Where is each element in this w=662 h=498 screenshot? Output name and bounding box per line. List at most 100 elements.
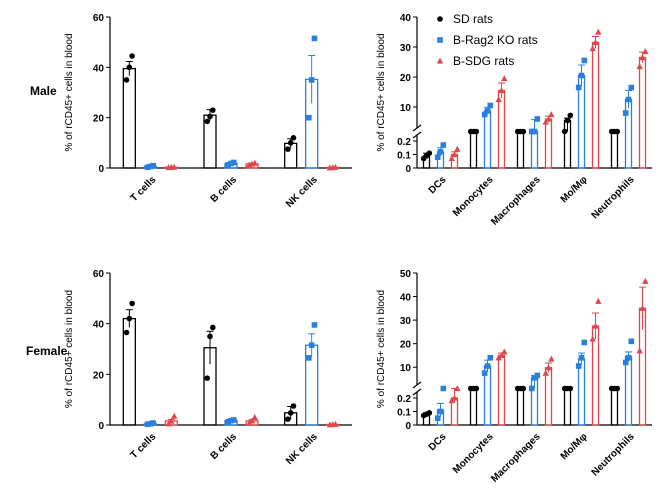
bar-sd-rats-mo-m — [563, 387, 572, 426]
y-tick-0-1: 0.1 — [397, 408, 411, 419]
x-tick-dcs: DCs — [427, 174, 449, 196]
y-tick-50: 50 — [400, 269, 412, 280]
point-b-rag2-ko-rats-neutrophils-1 — [622, 110, 629, 116]
point-sd-rats-b-cells-2 — [207, 333, 213, 340]
point-b-sdg-rats-neutrophils-2 — [639, 304, 646, 311]
y-tick-0-1: 0.1 — [397, 151, 411, 162]
point-b-sdg-rats-macrophages-3 — [548, 111, 555, 118]
point-sd-rats-monocytes-3 — [473, 128, 480, 135]
y-tick-0: 0 — [405, 164, 411, 175]
x-tick-nk-cells: NK cells — [284, 431, 320, 467]
point-sd-rats-mo-m-3 — [567, 112, 574, 119]
bar-b-sdg-rats-mo-m — [591, 41, 600, 169]
point-b-sdg-rats-dcs-3 — [454, 145, 461, 152]
point-sd-rats-dcs-3 — [426, 150, 433, 156]
legend-label-b-sdg-rats: B-SDG rats — [453, 54, 514, 68]
point-sd-rats-macrophages-3 — [520, 128, 527, 135]
legend: SD rats B-Rag2 KO rats B-SDG rats — [436, 12, 538, 68]
point-sd-rats-b-cells-1 — [204, 375, 210, 381]
point-b-rag2-ko-rats-t-cells-3 — [150, 420, 156, 426]
point-sd-rats-dcs-3 — [426, 410, 433, 416]
point-sd-rats-mo-m-2 — [564, 117, 571, 124]
x-tick-macrophages: Macrophages — [489, 174, 543, 228]
point-b-sdg-rats-monocytes-1 — [495, 96, 502, 103]
point-b-rag2-ko-rats-dcs-3 — [440, 385, 447, 392]
row-label-male: Male — [30, 84, 57, 98]
point-sd-rats-nk-cells-3 — [290, 403, 297, 409]
point-sd-rats-mo-m-3 — [567, 385, 574, 392]
point-b-sdg-rats-b-cells-2 — [248, 417, 256, 424]
point-b-rag2-ko-rats-nk-cells-2 — [308, 77, 315, 83]
point-b-sdg-rats-dcs-2 — [451, 394, 458, 401]
point-sd-rats-t-cells-3 — [129, 53, 135, 59]
point-b-sdg-rats-b-cells-3 — [251, 414, 258, 420]
bar-b-rag2-ko-rats-mo-m — [577, 358, 586, 426]
point-b-sdg-rats-neutrophils-1 — [636, 347, 643, 354]
y-tick-30: 30 — [400, 43, 412, 54]
point-b-sdg-rats-macrophages-3 — [548, 355, 555, 362]
point-b-rag2-ko-rats-dcs-1 — [434, 415, 441, 422]
point-b-rag2-ko-rats-macrophages-3 — [534, 116, 541, 122]
point-sd-rats-t-cells-2 — [126, 315, 133, 322]
x-tick-t-cells: T cells — [129, 431, 159, 461]
x-tick-mo-m: Mo/Mφ — [559, 174, 590, 205]
point-b-rag2-ko-rats-monocytes-1 — [481, 370, 488, 376]
point-b-sdg-rats-mo-m-3 — [595, 28, 602, 35]
y-tick-10: 10 — [400, 103, 412, 114]
point-b-rag2-ko-rats-neutrophils-3 — [628, 338, 635, 345]
point-b-sdg-rats-mo-m-3 — [595, 297, 602, 304]
point-sd-rats-t-cells-1 — [123, 329, 130, 336]
point-b-rag2-ko-rats-mo-m-3 — [581, 339, 588, 346]
point-sd-rats-b-cells-3 — [210, 324, 216, 331]
point-sd-rats-nk-cells-2 — [287, 140, 294, 146]
chart-female-left: 0 20 40 60 T cells B cells NK cells % of rCD45+… — [64, 269, 352, 467]
point-sd-rats-b-cells-3 — [210, 107, 216, 113]
point-b-sdg-rats-monocytes-3 — [501, 348, 508, 355]
bar-b-sdg-rats-monocytes — [497, 354, 506, 426]
point-sd-rats-nk-cells-3 — [290, 135, 297, 141]
point-b-sdg-rats-monocytes-2 — [498, 87, 505, 94]
point-b-rag2-ko-rats-neutrophils-2 — [625, 355, 632, 361]
y-tick-10: 10 — [400, 363, 412, 374]
point-b-sdg-rats-mo-m-1 — [589, 335, 596, 342]
point-b-rag2-ko-rats-dcs-2 — [437, 149, 444, 155]
y-tick-40: 40 — [400, 293, 412, 304]
x-tick-dcs: DCs — [427, 431, 449, 453]
point-b-rag2-ko-rats-monocytes-1 — [481, 111, 488, 118]
point-b-sdg-rats-mo-m-2 — [592, 39, 599, 46]
y-tick-20: 20 — [93, 370, 105, 381]
bar-b-rag2-ko-rats-neutrophils — [624, 355, 633, 426]
y-tick-40: 40 — [93, 63, 105, 74]
point-b-sdg-rats-t-cells-2 — [168, 417, 175, 424]
x-tick-b-cells: B cells — [209, 174, 240, 205]
bar-sd-rats-monocytes — [469, 387, 478, 426]
point-b-sdg-rats-neutrophils-2 — [639, 54, 646, 61]
bar-sd-rats-t-cells — [122, 67, 136, 169]
bar-sd-rats-monocytes — [469, 130, 478, 169]
x-tick-nk-cells: NK cells — [284, 174, 320, 210]
point-b-rag2-ko-rats-macrophages-2 — [531, 128, 538, 135]
point-b-sdg-rats-nk-cells-3 — [332, 163, 339, 170]
point-b-sdg-rats-neutrophils-3 — [642, 277, 649, 284]
y-tick-0: 0 — [98, 164, 104, 175]
legend-label-sd-rats: SD rats — [453, 12, 493, 26]
bar-b-rag2-ko-rats-neutrophils — [624, 98, 633, 169]
bar-b-rag2-ko-rats-monocytes — [483, 110, 492, 169]
row-label-female: Female — [26, 344, 68, 358]
point-b-rag2-ko-rats-nk-cells-2 — [308, 342, 315, 348]
y-tick-0-2: 0.2 — [397, 137, 411, 148]
bar-b-sdg-rats-monocytes — [497, 89, 506, 169]
bar-sd-rats-neutrophils — [610, 130, 619, 169]
point-sd-rats-t-cells-3 — [129, 300, 135, 307]
point-b-sdg-rats-dcs-3 — [454, 385, 461, 392]
point-sd-rats-macrophages-3 — [520, 385, 527, 392]
axis-break-mark-upper — [412, 381, 422, 389]
point-b-rag2-ko-rats-dcs-1 — [434, 154, 441, 160]
x-tick-monocytes: Monocytes — [451, 431, 496, 476]
point-b-sdg-rats-t-cells-3 — [170, 163, 178, 170]
point-b-sdg-rats-b-cells-1 — [246, 419, 253, 426]
point-b-rag2-ko-rats-nk-cells-3 — [311, 35, 318, 42]
point-b-rag2-ko-rats-monocytes-2 — [484, 108, 491, 114]
axis-break-mark-upper — [412, 124, 422, 132]
bar-sd-rats-macrophages — [516, 130, 525, 169]
